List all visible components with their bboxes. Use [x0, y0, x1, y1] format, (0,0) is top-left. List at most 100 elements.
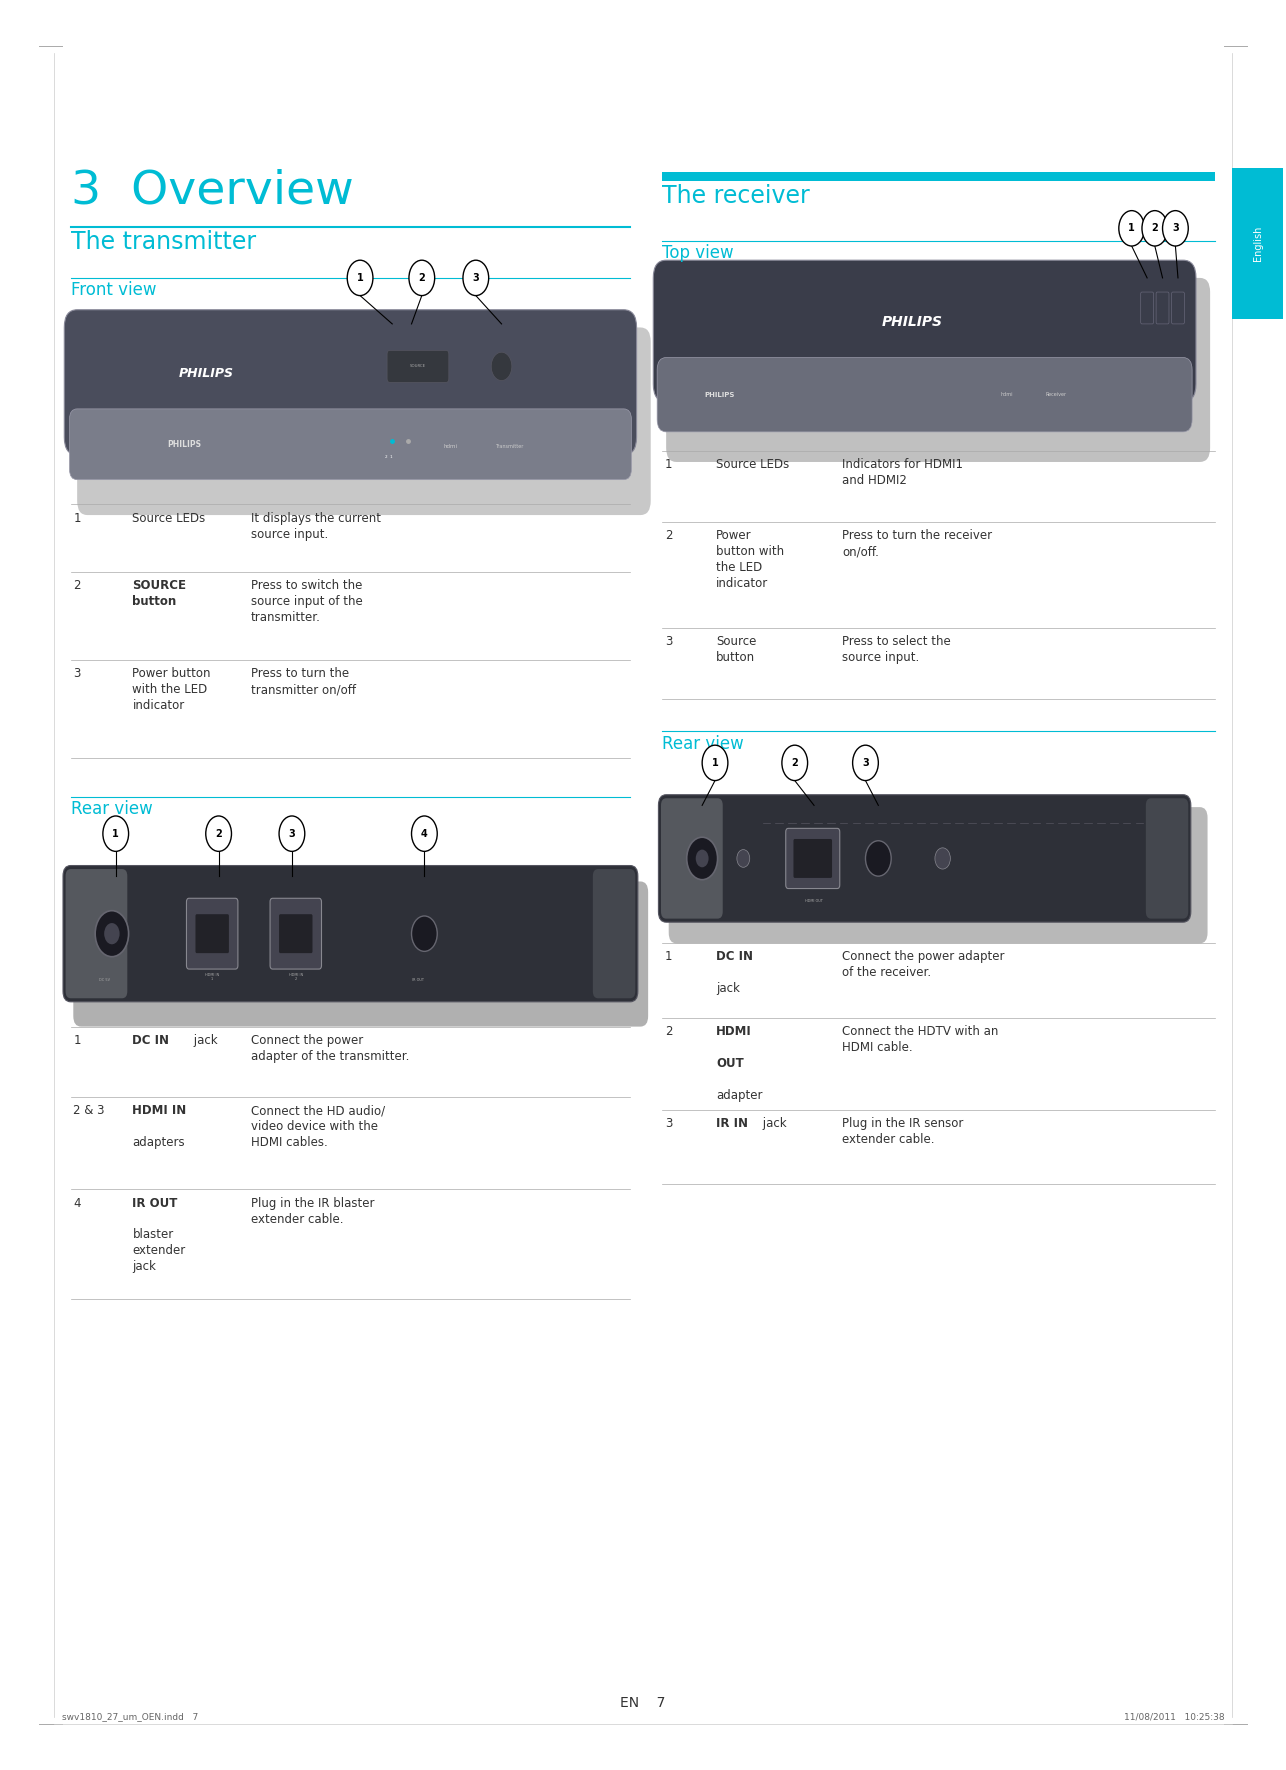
- Circle shape: [412, 917, 437, 952]
- Text: 3: 3: [862, 758, 869, 768]
- FancyBboxPatch shape: [63, 866, 638, 1002]
- Text: DC IN: DC IN: [716, 950, 754, 963]
- FancyBboxPatch shape: [69, 409, 631, 480]
- Circle shape: [95, 912, 129, 958]
- Text: Connect the power adapter
of the receiver.: Connect the power adapter of the receive…: [842, 950, 1004, 979]
- Text: Top view: Top view: [662, 244, 734, 262]
- Text: hdmi: hdmi: [1001, 393, 1013, 396]
- Text: It displays the current
source input.: It displays the current source input.: [251, 512, 381, 540]
- FancyBboxPatch shape: [186, 899, 238, 970]
- Text: IR IN: IR IN: [716, 1117, 748, 1129]
- Circle shape: [1119, 211, 1145, 246]
- Text: 2: 2: [73, 579, 81, 591]
- Text: 2 & 3: 2 & 3: [73, 1104, 104, 1117]
- Circle shape: [347, 260, 373, 296]
- Text: HDMI: HDMI: [716, 1025, 752, 1037]
- Text: adapter: adapter: [716, 1089, 763, 1101]
- Text: Press to turn the
transmitter on/off: Press to turn the transmitter on/off: [251, 667, 356, 696]
- Text: Indicators for HDMI1
and HDMI2: Indicators for HDMI1 and HDMI2: [842, 458, 963, 487]
- Text: 3: 3: [665, 635, 673, 648]
- Text: Press to turn the receiver
on/off.: Press to turn the receiver on/off.: [842, 529, 993, 558]
- FancyBboxPatch shape: [662, 172, 1215, 181]
- Text: 2: 2: [215, 828, 222, 839]
- Text: 3: 3: [665, 1117, 673, 1129]
- Text: Transmitter: Transmitter: [495, 444, 523, 448]
- Circle shape: [1142, 211, 1168, 246]
- FancyBboxPatch shape: [793, 839, 832, 878]
- Text: 3: 3: [1172, 223, 1179, 234]
- Text: Plug in the IR blaster
extender cable.: Plug in the IR blaster extender cable.: [251, 1197, 374, 1225]
- Text: 1: 1: [112, 828, 120, 839]
- Text: Source
button: Source button: [716, 635, 756, 664]
- FancyBboxPatch shape: [1141, 292, 1154, 324]
- Text: jack: jack: [190, 1034, 217, 1046]
- Text: Source LEDs: Source LEDs: [132, 512, 206, 524]
- Text: Rear view: Rear view: [71, 800, 153, 818]
- Text: hdmi: hdmi: [444, 444, 458, 448]
- Circle shape: [104, 924, 120, 945]
- Circle shape: [279, 816, 305, 851]
- Text: 3  Overview: 3 Overview: [71, 168, 354, 212]
- FancyBboxPatch shape: [593, 869, 635, 998]
- Text: EN    7: EN 7: [620, 1696, 666, 1710]
- Circle shape: [412, 816, 437, 851]
- Text: PHILIPS: PHILIPS: [179, 366, 233, 381]
- Text: 1: 1: [711, 758, 719, 768]
- Text: 2: 2: [1151, 223, 1159, 234]
- Text: Press to select the
source input.: Press to select the source input.: [842, 635, 952, 664]
- Text: Source LEDs: Source LEDs: [716, 458, 790, 471]
- Text: HDMI OUT: HDMI OUT: [805, 899, 823, 903]
- Circle shape: [491, 352, 512, 381]
- FancyBboxPatch shape: [1232, 168, 1283, 319]
- FancyBboxPatch shape: [786, 828, 840, 889]
- Text: SOURCE
button: SOURCE button: [132, 579, 186, 607]
- Text: 1: 1: [665, 458, 673, 471]
- Text: adapters: adapters: [132, 1136, 185, 1149]
- Text: PHILIPS: PHILIPS: [881, 315, 943, 329]
- Text: Power button
with the LED
indicator: Power button with the LED indicator: [132, 667, 211, 712]
- Text: 2: 2: [665, 529, 673, 542]
- Text: 11/08/2011   10:25:38: 11/08/2011 10:25:38: [1124, 1712, 1224, 1722]
- Text: 2: 2: [665, 1025, 673, 1037]
- Text: jack: jack: [716, 982, 741, 995]
- Text: 4: 4: [73, 1197, 81, 1209]
- Text: 1: 1: [73, 512, 81, 524]
- Text: Rear view: Rear view: [662, 735, 745, 752]
- Text: HDMI IN
2: HDMI IN 2: [289, 974, 302, 981]
- FancyBboxPatch shape: [657, 358, 1192, 432]
- Text: HDMI IN
1: HDMI IN 1: [206, 974, 219, 981]
- Text: PHILIPS: PHILIPS: [167, 439, 201, 450]
- Text: OUT: OUT: [716, 1057, 745, 1069]
- Text: Connect the HD audio/
video device with the
HDMI cables.: Connect the HD audio/ video device with …: [251, 1104, 385, 1149]
- FancyBboxPatch shape: [66, 869, 127, 998]
- Circle shape: [103, 816, 129, 851]
- FancyBboxPatch shape: [279, 915, 312, 954]
- Text: SOURCE: SOURCE: [410, 365, 426, 368]
- Text: 1: 1: [73, 1034, 81, 1046]
- FancyBboxPatch shape: [666, 278, 1210, 462]
- Text: IR OUT: IR OUT: [132, 1197, 177, 1209]
- Text: DC IN: DC IN: [132, 1034, 170, 1046]
- FancyBboxPatch shape: [73, 881, 648, 1027]
- Circle shape: [935, 848, 950, 869]
- FancyBboxPatch shape: [77, 327, 651, 515]
- Text: Plug in the IR sensor
extender cable.: Plug in the IR sensor extender cable.: [842, 1117, 963, 1145]
- Text: HDMI IN: HDMI IN: [132, 1104, 186, 1117]
- Text: 3: 3: [288, 828, 296, 839]
- Text: Power
button with
the LED
indicator: Power button with the LED indicator: [716, 529, 784, 589]
- FancyBboxPatch shape: [64, 310, 637, 455]
- Circle shape: [1163, 211, 1188, 246]
- Text: 4: 4: [421, 828, 428, 839]
- Circle shape: [206, 816, 231, 851]
- FancyBboxPatch shape: [1146, 798, 1188, 919]
- Circle shape: [696, 850, 709, 867]
- Text: Connect the power
adapter of the transmitter.: Connect the power adapter of the transmi…: [251, 1034, 409, 1062]
- Text: jack: jack: [759, 1117, 786, 1129]
- Text: The transmitter: The transmitter: [71, 230, 256, 255]
- Text: IR OUT: IR OUT: [412, 979, 424, 982]
- Circle shape: [853, 745, 878, 781]
- FancyBboxPatch shape: [387, 350, 449, 382]
- Text: 1: 1: [1128, 223, 1136, 234]
- FancyBboxPatch shape: [653, 260, 1196, 402]
- Text: 2: 2: [418, 273, 426, 283]
